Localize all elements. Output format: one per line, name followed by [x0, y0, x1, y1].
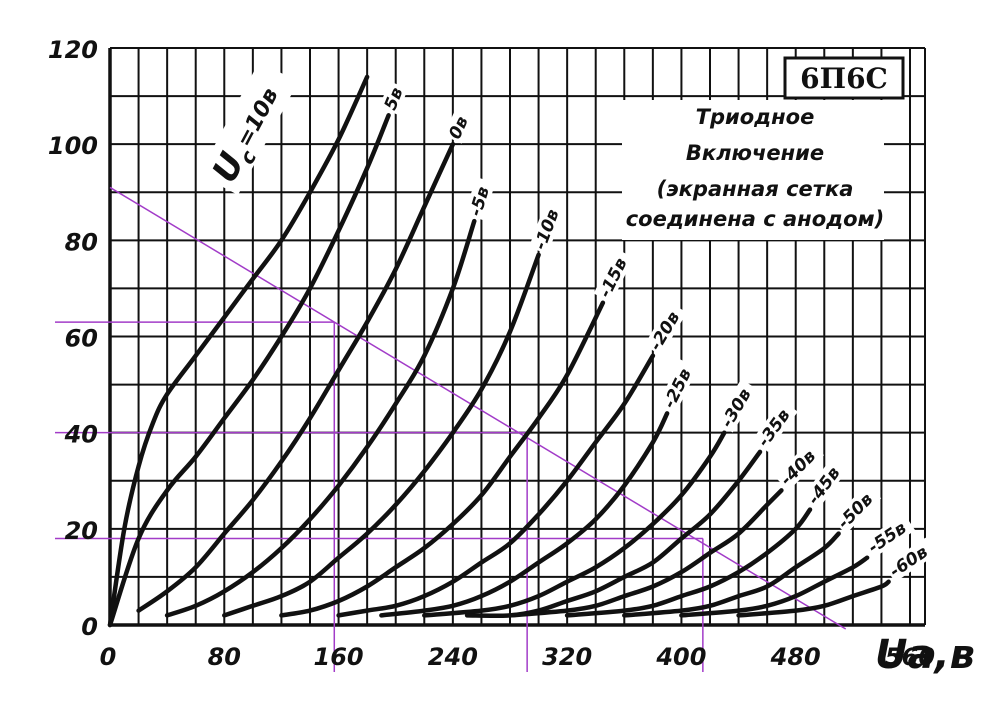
- curve--25в: [379, 411, 670, 618]
- curve--5в: [164, 218, 477, 618]
- y-tick-label: 20: [65, 517, 98, 545]
- curve-label-bg: [657, 359, 698, 413]
- curve-label--5в: -5в: [466, 184, 494, 219]
- curve-label-group: -30в: [715, 379, 759, 433]
- x-tick-label: 80: [208, 643, 241, 671]
- curve--40в: [507, 488, 784, 618]
- curve-label-bg: [528, 200, 566, 255]
- curve-label-group: -15в: [593, 248, 634, 303]
- annotation-box: [622, 100, 884, 240]
- curve-label-group: -50в: [831, 484, 882, 534]
- curve--15в: [279, 300, 606, 618]
- curve-label--10в: -10в: [531, 206, 564, 252]
- curve-label-bg: [644, 302, 687, 356]
- x-tick-label: 0: [100, 643, 117, 671]
- curve--35в: [464, 449, 763, 619]
- x-tick-label: 480: [770, 643, 821, 671]
- curve--55в: [679, 555, 870, 618]
- tick-labels: 0 80 160 240 320 400 480 560 0 20 40 60 80 100 120: [48, 36, 935, 671]
- curve--30в: [422, 430, 727, 618]
- curve--60в: [736, 579, 891, 618]
- x-tick-label: 400: [655, 643, 706, 671]
- curve--45в: [564, 507, 813, 618]
- x-tick-label: 160: [314, 643, 364, 671]
- curve-10в: [107, 74, 370, 628]
- x-tick-label: 560: [885, 643, 935, 671]
- title-box: [783, 56, 905, 100]
- y-tick-label: 80: [65, 228, 98, 256]
- curve-label-bg: [862, 513, 916, 559]
- curve-label-bg: [593, 248, 634, 303]
- curve-label-bg: [715, 379, 759, 433]
- y-curve-label: U c =10в: [199, 61, 299, 195]
- curve--20в: [336, 353, 656, 618]
- y-tick-label: 60: [65, 325, 98, 353]
- x-tick-label: 320: [542, 643, 592, 671]
- curve-label-bg: [774, 441, 825, 491]
- annotation-line-1: Триодное: [696, 105, 815, 129]
- y-tick-label: 40: [64, 421, 98, 449]
- y-tick-label: 100: [48, 132, 98, 160]
- curve-label-bg: [443, 109, 474, 144]
- curve--50в: [622, 531, 841, 618]
- y-tick-label: 120: [48, 36, 98, 64]
- curve-0в: [136, 141, 456, 613]
- curve-label-bg: [464, 176, 496, 221]
- curve-label-bg: [379, 81, 409, 115]
- curve-label-bg: [751, 399, 798, 452]
- curve-label--15в: -15в: [595, 255, 631, 301]
- curve-label-group: 0в: [443, 109, 474, 144]
- curve-label-bg: [884, 537, 937, 583]
- chart-title: 6П6С: [800, 62, 888, 95]
- curve-label-bg: [801, 457, 848, 510]
- annotation-line-2: Включение: [686, 141, 824, 165]
- x-tick-label: 240: [428, 643, 478, 671]
- load-line: [109, 186, 847, 630]
- y-tick-label: 0: [81, 613, 98, 641]
- curve-label--25в: -25в: [660, 365, 696, 411]
- curve-label-group: -35в: [751, 399, 798, 452]
- curve-label-group: -10в: [528, 200, 566, 255]
- curve-5в: [107, 113, 391, 628]
- annotation-line-3: (экранная сетка: [657, 177, 854, 201]
- curve-label-group: -5в: [464, 176, 496, 221]
- curve--10в: [222, 252, 541, 618]
- annotation-line-4: соединена с анодом): [626, 207, 885, 231]
- curve-label-group: 5в: [379, 81, 409, 115]
- x-axis-label: Ua,в: [875, 632, 975, 678]
- curve-label-group: -25в: [657, 359, 698, 413]
- curves: [107, 74, 891, 628]
- curve-label-bg: [831, 484, 882, 534]
